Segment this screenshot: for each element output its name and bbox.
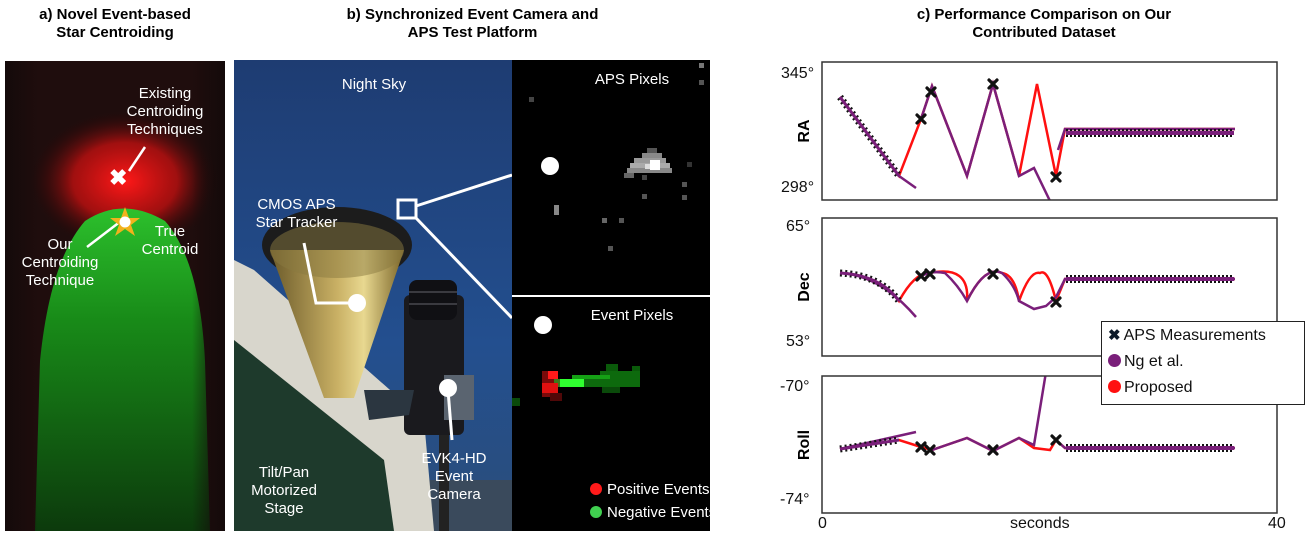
legend-proposed-label: Proposed xyxy=(1124,379,1193,396)
panel-c-title-line2: Contributed Dataset xyxy=(972,24,1116,41)
panel-a-title-line1: a) Novel Event-based xyxy=(39,6,191,23)
panel-b-title-line1: b) Synchronized Event Camera and xyxy=(346,6,599,23)
panel-c-title-line1: c) Performance Comparison on Our xyxy=(916,6,1172,23)
ra-ymin-tick: 298° xyxy=(781,179,815,196)
panel-a-title-line2: Star Centroiding xyxy=(56,24,174,41)
aps-callout-dot xyxy=(541,157,559,175)
positive-event-dot-icon xyxy=(590,483,602,495)
legend-ng-et-al: Ng et al. xyxy=(1108,352,1184,372)
dec-ymax-tick: 65° xyxy=(786,218,811,235)
aps-pixels-panel: APS Pixels xyxy=(512,60,710,295)
ra-plot xyxy=(837,78,1235,200)
panel-c-title: c) Performance Comparison on Our Contrib… xyxy=(780,6,1308,42)
label-ours-1: Our xyxy=(47,236,73,253)
negative-events-label: Negative Events xyxy=(607,504,710,521)
panel-b-title: b) Synchronized Event Camera and APS Tes… xyxy=(235,6,710,42)
legend-proposed: Proposed xyxy=(1108,378,1193,398)
label-true-1: True xyxy=(154,223,186,240)
dec-frame xyxy=(821,217,1278,357)
panel-divider xyxy=(512,295,710,297)
label-existing-techniques: Existing Centroiding Techniques xyxy=(105,85,225,139)
dec-ng-line xyxy=(839,271,917,318)
test-platform-photo: Night Sky CMOS APS Star Tracker Tilt/Pan… xyxy=(234,60,512,531)
roll-ymin-tick: -74° xyxy=(780,491,810,508)
x-marker-icon: ✖ xyxy=(1108,327,1121,344)
label-ours-3: Technique xyxy=(25,272,95,289)
existing-centroid-x-icon: ✖ xyxy=(109,165,128,190)
event-callout-dot xyxy=(534,316,552,334)
dec-plot xyxy=(839,268,1235,318)
label-aps-pixels: APS Pixels xyxy=(594,71,670,88)
legend-aps-label: APS Measurements xyxy=(1123,327,1266,344)
ra-ymax-tick: 345° xyxy=(781,65,815,82)
label-cmos-1: CMOS APS xyxy=(257,196,336,213)
panel-a-title: a) Novel Event-based Star Centroiding xyxy=(0,6,230,42)
label-existing-1: Existing xyxy=(138,85,192,102)
label-stage-3: Stage xyxy=(264,500,304,517)
label-evk-1: EVK4-HD xyxy=(421,450,487,467)
label-night-sky: Night Sky xyxy=(341,76,407,93)
event-legend-positive: Positive Events xyxy=(590,481,710,499)
label-evk-2: Event xyxy=(434,468,474,485)
label-stage-1: Tilt/Pan xyxy=(258,464,310,481)
label-evk-3: Camera xyxy=(427,486,481,503)
label-evk4-camera: EVK4-HD Event Camera xyxy=(409,450,499,504)
annotation-lines xyxy=(86,146,147,248)
label-event-pixels: Event Pixels xyxy=(590,307,674,324)
roll-ymax-tick: -70° xyxy=(780,378,810,395)
legend-ng-label: Ng et al. xyxy=(1124,353,1184,370)
x-tick-40: 40 xyxy=(1268,515,1286,532)
label-existing-2: Centroiding xyxy=(126,103,204,120)
label-stage-2: Motorized xyxy=(251,482,317,499)
x-tick-0: 0 xyxy=(818,515,827,532)
label-true-centroid: True Centroid xyxy=(125,223,215,259)
chart-legend: ✖ APS Measurements Ng et al. Proposed xyxy=(1101,321,1305,405)
ra-frame xyxy=(821,61,1278,201)
event-pixels-panel: Event Pixels Positive Events Negative Ev… xyxy=(512,297,710,531)
label-existing-3: Techniques xyxy=(127,121,203,138)
photo-annotation-lines xyxy=(302,173,512,441)
star-event-heatmap xyxy=(5,61,225,531)
true-centroid-star-icon xyxy=(110,207,140,236)
label-cmos-2: Star Tracker xyxy=(255,214,338,231)
panel-a-image: ✖ Existing Centroiding Techniques True C… xyxy=(5,61,225,531)
event-legend-negative: Negative Events xyxy=(590,504,710,522)
label-tilt-pan-stage: Tilt/Pan Motorized Stage xyxy=(239,464,329,518)
x-axis-label: seconds xyxy=(1010,515,1070,532)
dec-ymin-tick: 53° xyxy=(786,333,811,350)
panel-b-title-line2: APS Test Platform xyxy=(407,24,538,41)
aps-pixel-grid xyxy=(529,63,704,251)
label-cmos-aps: CMOS APS Star Tracker xyxy=(239,196,354,232)
roll-frame xyxy=(821,375,1278,514)
roll-plot xyxy=(839,376,1235,456)
red-dot-icon xyxy=(1108,380,1121,393)
label-our-technique: Our Centroiding Technique xyxy=(10,236,110,290)
photo-illustration xyxy=(234,60,512,531)
legend-aps-measurements: ✖ APS Measurements xyxy=(1108,326,1266,346)
positive-events-label: Positive Events xyxy=(607,481,710,498)
label-true-2: Centroid xyxy=(141,241,199,258)
purple-dot-icon xyxy=(1108,354,1121,367)
negative-event-dot-icon xyxy=(590,506,602,518)
label-ours-2: Centroiding xyxy=(21,254,99,271)
event-pixel-grid xyxy=(512,364,640,406)
